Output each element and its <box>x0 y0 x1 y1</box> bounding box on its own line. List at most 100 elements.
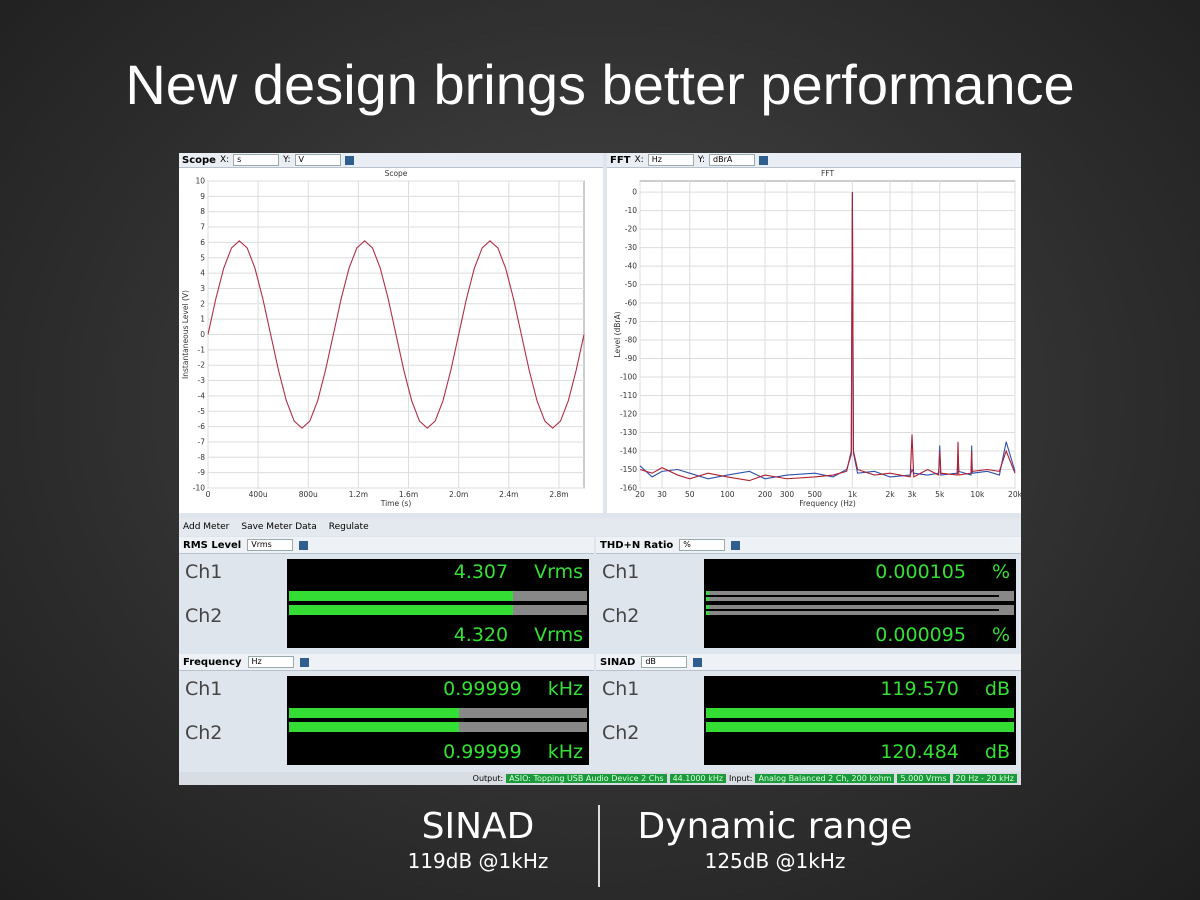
meter-value: 119.570 <box>880 678 959 700</box>
meter-header: THD+N Ratio% <box>596 537 1021 554</box>
chart-title: FFT <box>821 169 834 178</box>
data-line <box>207 240 585 429</box>
toolbar-button[interactable]: Add Meter <box>183 522 230 532</box>
y-tick-label: 2 <box>200 299 205 308</box>
y-tick-label: -100 <box>620 373 637 382</box>
settings-button[interactable] <box>759 155 769 165</box>
meter-panel: Frequency Hz Ch1 Ch2 0.99999 kHz 0.99999 kHz <box>179 654 594 769</box>
toolbar-button[interactable]: Regulate <box>328 522 369 532</box>
meter-reading: 119.570 dB <box>880 678 1010 700</box>
y-tick-label: -90 <box>625 354 637 363</box>
y-tick-label: -10 <box>625 206 637 215</box>
status-label: Input: <box>729 774 753 783</box>
slide-title: New design brings better performance <box>125 53 1075 116</box>
y-tick-label: -20 <box>625 225 637 234</box>
y-tick-label: 0 <box>632 188 637 197</box>
peak-line <box>706 595 999 597</box>
x-tick-label: 2.0m <box>449 490 468 499</box>
fft-panel: FFT X: Hz Y: dBrA FFT Frequency (Hz) Level… <box>607 153 1021 513</box>
stat: SINAD 119dB @1kHz <box>318 806 638 873</box>
y-tick-label: -150 <box>620 465 637 474</box>
x-tick-label: 300 <box>780 490 795 499</box>
x-tick-label: 5k <box>935 490 945 499</box>
toolbar-button[interactable]: Save Meter Data <box>241 522 317 532</box>
level-fill <box>289 722 459 732</box>
y-tick-label: 0 <box>200 330 205 339</box>
meter-display: 0.99999 kHz 0.99999 kHz <box>287 676 589 765</box>
meter-header: SINAD dB <box>596 654 1021 671</box>
y-tick-label: -50 <box>625 280 637 289</box>
meter-reading: 0.000105% <box>875 561 1010 583</box>
axis-label: X: <box>634 155 644 165</box>
status-value: 5.000 Vrms <box>897 774 950 783</box>
software-screenshot: Scope X: s Y: V Scope Time (s) Instantaneo… <box>179 153 1021 785</box>
y-tick-label: 1 <box>200 315 205 324</box>
settings-button[interactable] <box>344 155 354 165</box>
meter-value: 0.000105 <box>875 561 966 583</box>
y-tick-label: 9 <box>200 192 205 201</box>
y-tick-label: 4 <box>200 269 205 278</box>
status-value: Analog Balanced 2 Ch, 200 kohm <box>755 774 895 783</box>
unit-dropdown[interactable]: s <box>233 154 280 166</box>
unit-dropdown[interactable]: % <box>679 539 726 551</box>
meter-name: SINAD <box>600 656 636 668</box>
unit-dropdown[interactable]: dB <box>641 656 688 668</box>
channel-label: Ch1 <box>185 678 223 700</box>
level-bar <box>706 708 1014 718</box>
panel-name: FFT <box>610 154 631 166</box>
y-tick-label: -2 <box>198 361 206 370</box>
x-tick-label: 50 <box>685 490 695 499</box>
x-tick-label: 2.4m <box>499 490 518 499</box>
unit-dropdown[interactable]: Hz <box>247 656 294 668</box>
level-bar <box>289 605 587 615</box>
status-value: 44.1000 kHz <box>669 774 727 783</box>
unit-dropdown[interactable]: dBrA <box>709 154 756 166</box>
x-tick-label: 1k <box>848 490 858 499</box>
x-tick-label: 400u <box>249 490 268 499</box>
meter-display: 4.307 Vrms 4.320 Vrms <box>287 559 589 648</box>
x-tick-label: 500 <box>808 490 823 499</box>
settings-button[interactable] <box>731 540 741 550</box>
channel-label: Ch1 <box>602 678 640 700</box>
unit-dropdown[interactable]: V <box>294 154 341 166</box>
status-bar: Output: ASIO: Topping USB Audio Device 2… <box>179 772 1021 785</box>
settings-button[interactable] <box>299 657 309 667</box>
level-fill <box>289 708 459 718</box>
x-axis-label: Frequency (Hz) <box>799 499 856 508</box>
axis-label: Y: <box>697 155 706 165</box>
settings-button[interactable] <box>693 657 703 667</box>
channel-label: Ch2 <box>602 605 640 627</box>
y-tick-label: -120 <box>620 410 637 419</box>
status-value: ASIO: Topping USB Audio Device 2 Chs <box>506 774 667 783</box>
channel-label: Ch2 <box>602 722 640 744</box>
channel-label: Ch2 <box>185 605 223 627</box>
x-tick-label: 30 <box>657 490 667 499</box>
y-tick-label: -80 <box>625 336 637 345</box>
panel-header: Scope X: s Y: V <box>179 153 603 168</box>
x-tick-label: 10k <box>970 490 985 499</box>
fft-chart: FFT Frequency (Hz) Level (dBrA) -160 -150 -14… <box>613 169 1021 508</box>
status-value: 20 Hz - 20 kHz <box>952 774 1017 783</box>
x-tick-label: 20 <box>635 490 645 499</box>
meter-reading: 0.000095% <box>875 624 1010 646</box>
settings-button[interactable] <box>299 540 309 550</box>
x-tick-label: 2.8m <box>549 490 568 499</box>
x-tick-label: 200 <box>758 490 773 499</box>
unit-dropdown[interactable]: Hz <box>647 154 694 166</box>
x-tick-label: 0 <box>206 490 211 499</box>
y-tick-label: -4 <box>198 391 206 400</box>
scope-panel: Scope X: s Y: V Scope Time (s) Instantaneo… <box>179 153 603 513</box>
panel-header: FFT X: Hz Y: dBrA <box>607 153 1021 168</box>
meter-toolbar: Add Meter Save Meter Data Regulate <box>179 518 1021 536</box>
level-bar <box>289 591 587 601</box>
meter-value: 4.307 <box>453 561 509 583</box>
y-tick-label: -7 <box>198 437 206 446</box>
level-bar <box>706 722 1014 732</box>
meter-value: 0.99999 <box>443 741 522 763</box>
unit-dropdown[interactable]: Vrms <box>247 539 294 551</box>
y-axis-label: Level (dBrA) <box>613 311 622 357</box>
level-bar <box>706 605 1014 615</box>
y-axis-label: Instantaneous Level (V) <box>181 290 190 379</box>
x-tick-label: 20k <box>1008 490 1021 499</box>
